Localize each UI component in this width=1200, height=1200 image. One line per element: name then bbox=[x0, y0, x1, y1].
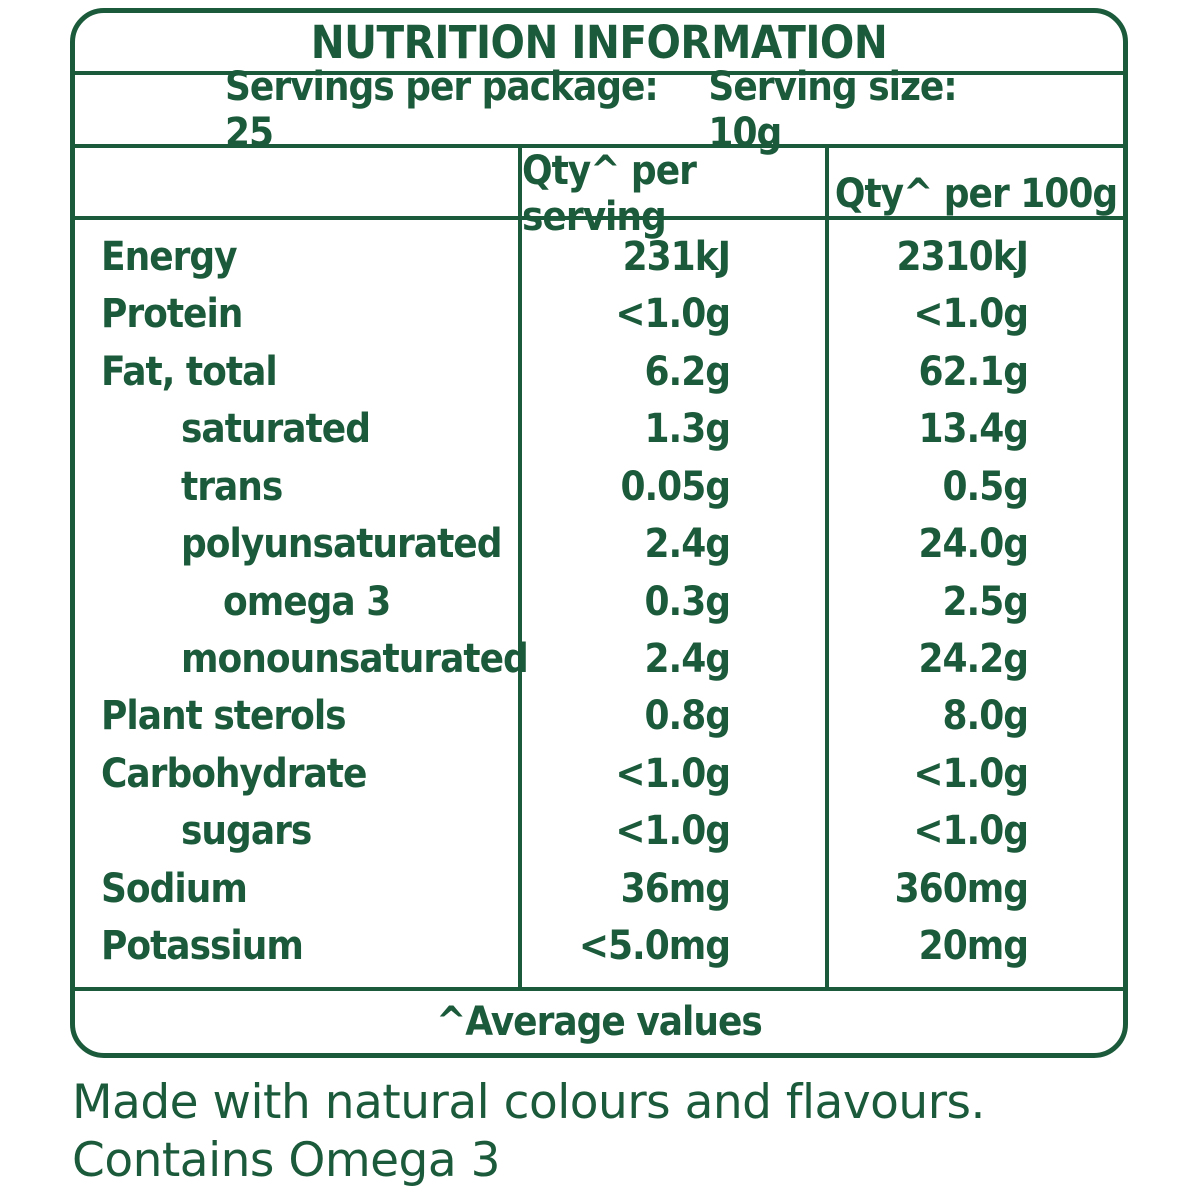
nutrient-label: omega 3 bbox=[223, 578, 391, 625]
average-values-footnote: ^Average values bbox=[75, 987, 1123, 1053]
per-100g-value: 24.0g bbox=[918, 521, 1029, 568]
per-100g-value: <1.0g bbox=[913, 750, 1029, 797]
column-header-per-100g: Qty^ per 100g bbox=[825, 148, 1123, 240]
per-serving-value: 0.8g bbox=[644, 693, 731, 740]
nutrient-label: sugars bbox=[181, 808, 312, 855]
per-100g-value: 2.5g bbox=[942, 578, 1029, 625]
nutrient-label: trans bbox=[181, 463, 283, 510]
per-100g-value: 0.5g bbox=[942, 463, 1029, 510]
nutrient-label: Fat, total bbox=[101, 348, 278, 395]
nutrient-label: Carbohydrate bbox=[101, 750, 367, 797]
panel-title: NUTRITION INFORMATION bbox=[75, 13, 1123, 75]
nutrient-label: monounsaturated bbox=[181, 636, 529, 683]
per-100g-value: 2310kJ bbox=[896, 233, 1029, 280]
per-serving-value: 36mg bbox=[620, 865, 731, 912]
per-serving-value: <1.0g bbox=[615, 808, 731, 855]
per-serving-value: 0.3g bbox=[644, 578, 731, 625]
nutrition-panel: NUTRITION INFORMATION Servings per packa… bbox=[70, 8, 1128, 1058]
column-header-per-serving: Qty^ per serving bbox=[518, 148, 825, 240]
per-serving-column: 231kJ <1.0g 6.2g 1.3g 0.05g 2.4g 0.3g 2.4g 0.8g <… bbox=[518, 220, 825, 987]
made-with-text: Made with natural colours and flavours. bbox=[72, 1075, 985, 1130]
per-serving-value: 2.4g bbox=[644, 521, 731, 568]
per-100g-value: <1.0g bbox=[913, 291, 1029, 338]
table-body: Energy Protein Fat, total saturated trans pol… bbox=[75, 220, 1123, 987]
per-serving-value: 2.4g bbox=[644, 636, 731, 683]
per-serving-value: <1.0g bbox=[615, 291, 731, 338]
per-100g-value: 62.1g bbox=[918, 348, 1029, 395]
per-serving-value: <1.0g bbox=[615, 750, 731, 797]
nutrient-label: Potassium bbox=[101, 923, 304, 970]
table-header-row: Qty^ per serving Qty^ per 100g bbox=[75, 148, 1123, 240]
serving-size: Serving size: 10g bbox=[708, 63, 957, 156]
nutrient-label: Sodium bbox=[101, 865, 248, 912]
servings-row: Servings per package: 25 Serving size: 1… bbox=[75, 64, 1123, 156]
nutrient-label: saturated bbox=[181, 406, 371, 453]
nutrient-label: Protein bbox=[101, 291, 243, 338]
per-100g-value: 8.0g bbox=[942, 693, 1029, 740]
per-serving-value: <5.0mg bbox=[578, 923, 731, 970]
per-serving-value: 231kJ bbox=[622, 233, 731, 280]
per-100g-value: 24.2g bbox=[918, 636, 1029, 683]
per-100g-value: 20mg bbox=[918, 923, 1029, 970]
nutrient-label: Energy bbox=[101, 233, 238, 280]
per-100g-value: 360mg bbox=[894, 865, 1029, 912]
nutrient-label: polyunsaturated bbox=[181, 521, 502, 568]
per-serving-value: 6.2g bbox=[644, 348, 731, 395]
contains-omega3-text: Contains Omega 3 bbox=[72, 1133, 501, 1188]
nutrient-labels-column: Energy Protein Fat, total saturated trans pol… bbox=[75, 220, 529, 987]
per-100g-value: <1.0g bbox=[913, 808, 1029, 855]
per-serving-value: 0.05g bbox=[620, 463, 731, 510]
per-serving-value: 1.3g bbox=[644, 406, 731, 453]
per-100g-column: 2310kJ <1.0g 62.1g 13.4g 0.5g 24.0g 2.5g 24.2g 8… bbox=[825, 220, 1123, 987]
servings-per-package: Servings per package: 25 bbox=[225, 63, 659, 156]
nutrient-label: Plant sterols bbox=[101, 693, 347, 740]
per-100g-value: 13.4g bbox=[918, 406, 1029, 453]
bottom-text: Made with natural colours and flavours. … bbox=[72, 1074, 985, 1190]
